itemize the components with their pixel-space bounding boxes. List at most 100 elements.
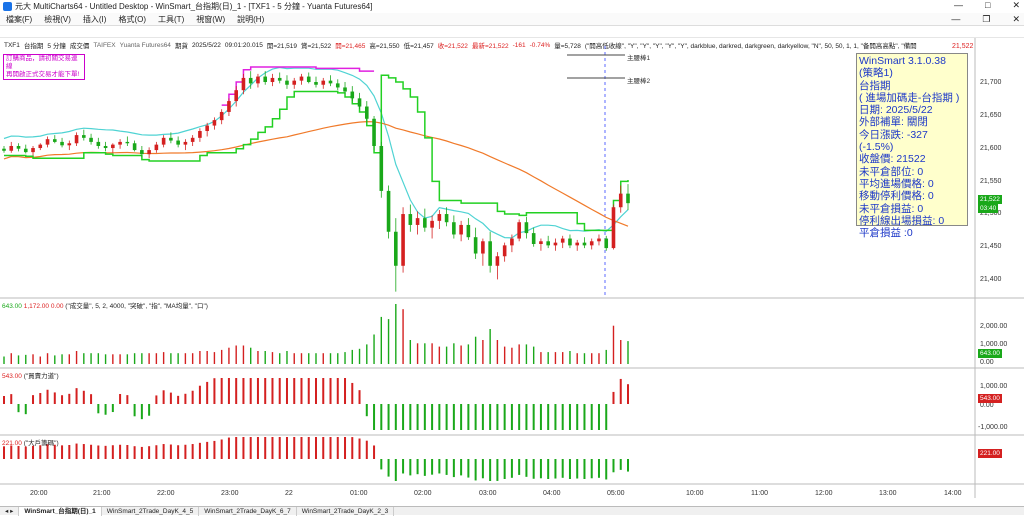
volume-bar bbox=[352, 350, 353, 364]
volume-bar bbox=[32, 354, 33, 364]
power-bar bbox=[177, 396, 179, 404]
candle-body bbox=[213, 120, 217, 125]
big-bar bbox=[105, 446, 107, 459]
volume-bar bbox=[148, 353, 149, 364]
mdi-restore-button[interactable]: ❐ bbox=[982, 14, 990, 25]
big-bar bbox=[424, 459, 426, 476]
power-bar bbox=[83, 391, 85, 404]
big-bar bbox=[438, 459, 440, 473]
price-tick: 21,700 bbox=[980, 79, 1001, 86]
volume-bar bbox=[598, 353, 599, 364]
big-bar bbox=[119, 445, 121, 459]
volume-bar bbox=[482, 340, 483, 364]
volume-bar bbox=[11, 353, 12, 364]
candle-body bbox=[285, 81, 289, 85]
candle-body bbox=[227, 101, 231, 112]
power-bar bbox=[438, 404, 440, 430]
notice-line-2: 再開啟正式交易才能下單! bbox=[6, 71, 82, 79]
menu-insert[interactable]: 插入(I) bbox=[77, 14, 113, 25]
info-strategy: (策略1) bbox=[859, 67, 965, 79]
power-bar bbox=[119, 394, 121, 404]
time-tick: 14:00 bbox=[944, 490, 962, 497]
power-bar bbox=[373, 404, 375, 430]
power-bar bbox=[446, 404, 448, 430]
time-tick: 22:00 bbox=[157, 490, 175, 497]
volume-bar bbox=[315, 353, 316, 364]
candle-body bbox=[104, 146, 108, 148]
candle-body bbox=[409, 214, 413, 225]
big-bar bbox=[192, 444, 194, 459]
menu-tools[interactable]: 工具(T) bbox=[152, 14, 190, 25]
power-bar bbox=[39, 393, 41, 404]
big-bar bbox=[206, 442, 208, 459]
candle-body bbox=[474, 237, 478, 253]
candle-body bbox=[467, 225, 471, 237]
mdi-close-button[interactable]: ✕ bbox=[1012, 14, 1020, 25]
candle-body bbox=[561, 239, 565, 243]
power-bar bbox=[533, 404, 535, 430]
menu-view[interactable]: 檢視(V) bbox=[38, 14, 77, 25]
volume-bar bbox=[373, 335, 374, 365]
big-bar bbox=[475, 459, 477, 480]
big-bar bbox=[460, 459, 462, 475]
power-bar bbox=[213, 378, 215, 404]
big-bar bbox=[32, 446, 34, 459]
candle-body bbox=[539, 241, 543, 244]
menu-format[interactable]: 格式(O) bbox=[112, 14, 152, 25]
volume-header: 643.00 1,172.00 0.00 ("成交量", 5, 2, 4000,… bbox=[2, 300, 208, 310]
strategy-info-box: WinSmart 3.1.0.38 (策略1) 台指期 ( 進場加碼走-台指期 … bbox=[856, 53, 968, 226]
tab-nav-arrows[interactable]: ◂ ▸ bbox=[0, 507, 19, 516]
big-bar bbox=[293, 437, 295, 459]
power-bar bbox=[424, 404, 426, 430]
volume-bar bbox=[381, 317, 382, 364]
candle-body bbox=[169, 138, 173, 141]
menu-help[interactable]: 說明(H) bbox=[231, 14, 270, 25]
big-bar bbox=[511, 459, 513, 478]
mdi-minimize-button[interactable]: — bbox=[951, 14, 960, 25]
time-tick: 10:00 bbox=[686, 490, 704, 497]
power-bar bbox=[504, 404, 506, 430]
volume-bar bbox=[402, 309, 403, 364]
candle-body bbox=[118, 142, 122, 145]
volume-bar bbox=[221, 350, 222, 364]
candle-body bbox=[532, 233, 536, 244]
power-bar bbox=[395, 404, 397, 430]
menu-window[interactable]: 視窗(W) bbox=[190, 14, 231, 25]
volume-bar bbox=[301, 353, 302, 364]
tab-winsmart-4-5[interactable]: WinSmart_2Trade_DayK_4_5 bbox=[102, 507, 199, 516]
legend-line-2: 主腰棒2 bbox=[627, 75, 650, 85]
big-bar bbox=[366, 441, 368, 459]
tab-winsmart-2-3[interactable]: WinSmart_2Trade_DayK_2_3 bbox=[297, 507, 394, 516]
time-tick: 22 bbox=[285, 490, 293, 497]
tab-winsmart-6-7[interactable]: WinSmart_2Trade_DayK_6_7 bbox=[199, 507, 296, 516]
big-bar bbox=[627, 459, 629, 472]
minimize-button[interactable]: — bbox=[954, 0, 963, 11]
volume-bar bbox=[83, 353, 84, 364]
volume-bar bbox=[250, 348, 251, 364]
big-bar bbox=[453, 459, 455, 477]
candle-body bbox=[176, 141, 180, 145]
maximize-button[interactable]: □ bbox=[985, 0, 990, 11]
power-tick: 1,000.00 bbox=[980, 383, 1007, 390]
candle-body bbox=[111, 145, 115, 148]
menu-file[interactable]: 檔案(F) bbox=[0, 14, 38, 25]
big-bar bbox=[482, 459, 484, 478]
power-bar bbox=[3, 396, 5, 404]
price-tick: 21,550 bbox=[980, 178, 1001, 185]
candle-body bbox=[271, 78, 275, 82]
big-bar bbox=[163, 444, 165, 459]
volume-bar bbox=[199, 351, 200, 364]
candle-body bbox=[387, 191, 391, 232]
power-bar bbox=[155, 395, 157, 404]
volume-bar bbox=[606, 350, 607, 364]
big-bar bbox=[228, 438, 230, 459]
power-bar bbox=[61, 395, 63, 404]
candle-body bbox=[292, 81, 296, 85]
tab-winsmart-1[interactable]: WinSmart_台指期(日)_1 bbox=[19, 507, 101, 516]
close-button[interactable]: ✕ bbox=[1012, 0, 1020, 11]
candle-body bbox=[198, 131, 202, 138]
candle-body bbox=[604, 239, 608, 249]
big-bar bbox=[315, 437, 317, 459]
big-bar bbox=[337, 437, 339, 459]
big-bar bbox=[257, 437, 259, 459]
